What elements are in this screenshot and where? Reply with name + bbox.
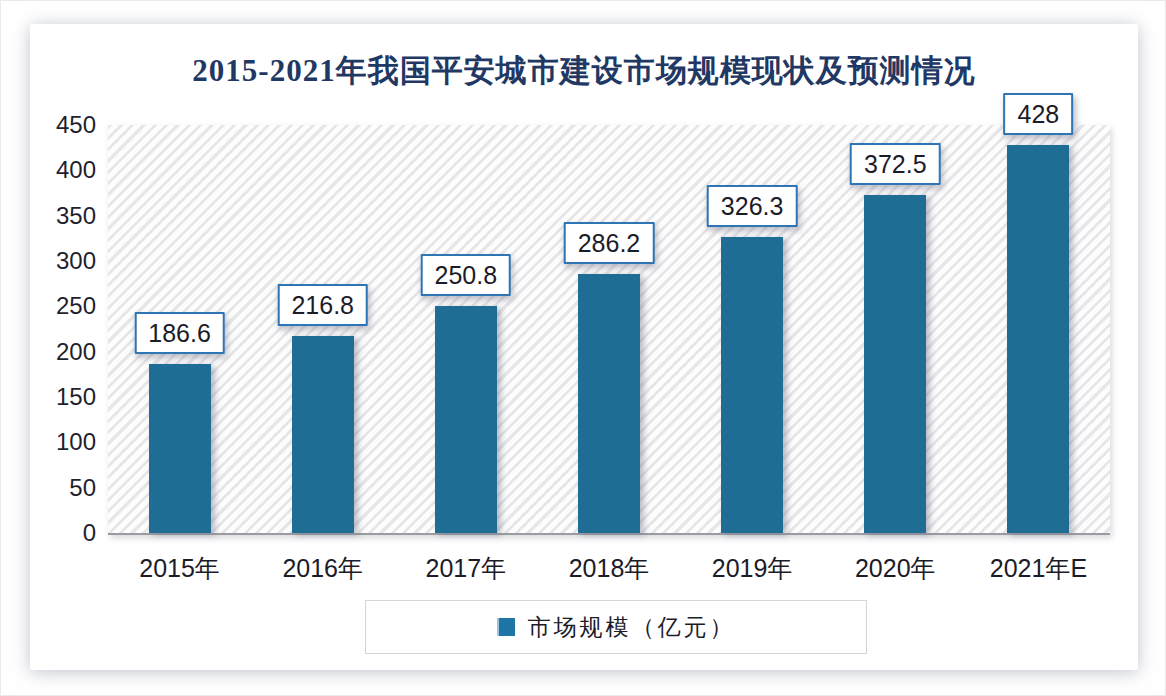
bar-column: 286.2 [537,125,680,533]
y-tick-label: 250 [30,292,96,320]
y-tick-label: 300 [30,247,96,275]
bar-value-label: 286.2 [564,222,655,264]
bar-value-label: 428 [1004,93,1074,135]
legend-square-icon [497,618,515,636]
x-tick-label: 2015年 [108,552,251,584]
y-axis: 050100150200250300350400450 [30,125,96,533]
bar [721,237,783,533]
bar-column: 326.3 [681,125,824,533]
x-tick-label: 2017年 [394,552,537,584]
bar-value-label: 372.5 [850,143,941,185]
bar-column: 250.8 [394,125,537,533]
bar [292,336,354,533]
legend: 市场规模（亿元） [365,600,867,654]
bar-value-label: 250.8 [421,254,512,296]
y-tick-label: 400 [30,156,96,184]
bar-column: 428 [967,125,1110,533]
bar [1007,145,1069,533]
chart-title: 2015-2021年我国平安城市建设市场规模现状及预测情况 [30,50,1138,92]
x-tick-label: 2021年E [967,552,1110,584]
x-tick-label: 2020年 [824,552,967,584]
bar-value-label: 326.3 [707,185,798,227]
bar-column: 216.8 [251,125,394,533]
bar-value-label: 216.8 [277,284,368,326]
y-tick-label: 350 [30,202,96,230]
chart-card: 2015-2021年我国平安城市建设市场规模现状及预测情况 0 50 100 150 2… [30,24,1138,670]
bar [149,364,211,533]
bar [864,195,926,533]
y-tick-label: 0 [30,519,96,547]
y-tick-label: 100 [30,428,96,456]
y-tick-label: 200 [30,338,96,366]
screenshot-root: 2015-2021年我国平安城市建设市场规模现状及预测情况 0 50 100 150 2… [0,0,1166,696]
bar [435,306,497,533]
y-tick-label: 450 [30,111,96,139]
bar [578,274,640,533]
bars: 186.6 216.8 250.8 286.2 326.3 372.5 428 [108,125,1110,533]
legend-label: 市场规模（亿元） [528,612,736,643]
x-tick-label: 2018年 [537,552,680,584]
x-tick-label: 2016年 [251,552,394,584]
bar-column: 372.5 [824,125,967,533]
bar-value-label: 186.6 [134,312,225,354]
bar-column: 186.6 [108,125,251,533]
x-axis: 2015年2016年2017年2018年2019年2020年2021年E [108,552,1110,584]
x-tick-label: 2019年 [681,552,824,584]
y-tick-label: 50 [30,474,96,502]
y-tick-label: 150 [30,383,96,411]
